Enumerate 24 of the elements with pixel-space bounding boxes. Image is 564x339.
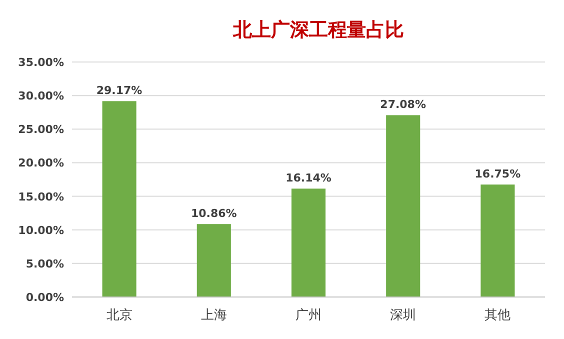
- bar: [196, 224, 231, 297]
- bar: [291, 188, 326, 297]
- bar: [102, 101, 136, 297]
- bar: [386, 115, 420, 297]
- y-tick-label: 5.00%: [26, 257, 64, 270]
- data-label: 10.86%: [190, 207, 237, 220]
- x-tick-label: 广州: [296, 308, 322, 323]
- y-tick-label: 35.00%: [18, 56, 64, 69]
- data-label: 16.75%: [474, 168, 521, 181]
- x-tick-label: 上海: [200, 308, 227, 323]
- x-tick-label: 北京: [106, 308, 132, 323]
- x-tick-label: 其他: [484, 308, 511, 323]
- y-tick-label: 15.00%: [18, 190, 64, 204]
- data-label: 16.14%: [286, 172, 332, 185]
- y-tick-label: 0.00%: [26, 291, 64, 304]
- y-tick-label: 10.00%: [18, 224, 64, 237]
- y-tick-label: 25.00%: [18, 123, 64, 136]
- data-label: 29.17%: [96, 84, 142, 98]
- y-tick-label: 30.00%: [18, 90, 64, 103]
- x-tick-label: 深圳: [390, 308, 416, 323]
- y-tick-label: 20.00%: [18, 156, 64, 170]
- bar: [480, 184, 515, 297]
- data-label: 27.08%: [380, 98, 426, 112]
- chart-title: 北上广深工程量占比: [232, 19, 404, 41]
